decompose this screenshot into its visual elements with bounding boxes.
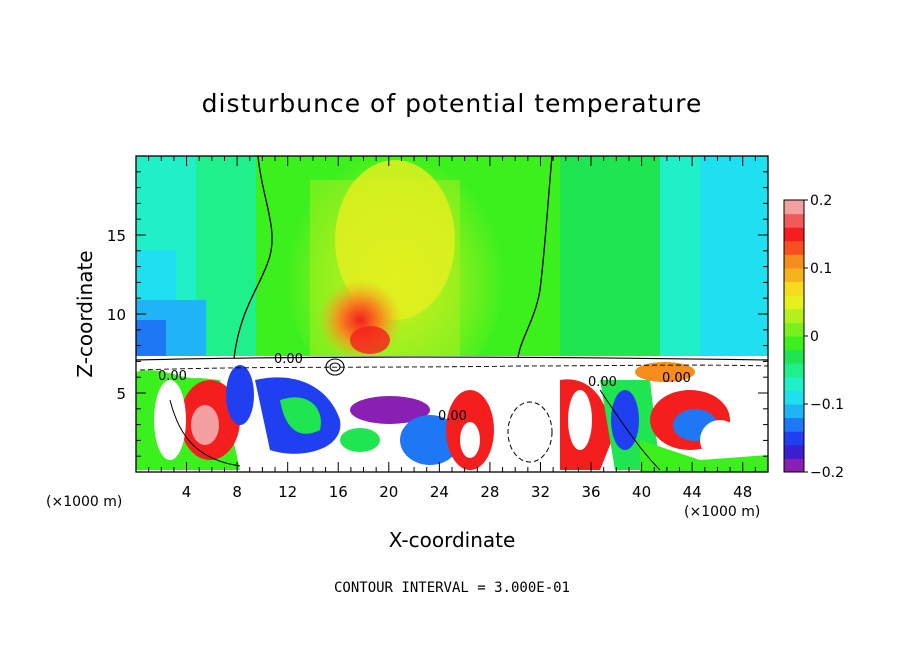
colorbar-swatch <box>784 363 804 378</box>
colorbar-swatch <box>784 268 804 283</box>
x-tick-label: 48 <box>733 483 752 501</box>
colorbar-swatch <box>784 213 804 228</box>
x-tick-label: 8 <box>232 483 242 501</box>
colorbar-swatch <box>784 200 804 215</box>
y-tick-label: 5 <box>116 385 126 403</box>
x-tick-label: 24 <box>430 483 449 501</box>
colorbar-swatch <box>784 281 804 296</box>
colorbar-swatch <box>784 322 804 337</box>
colorbar-swatch <box>784 376 804 391</box>
x-tick-label: 16 <box>329 483 348 501</box>
y-tick-label: 15 <box>107 227 126 245</box>
x-tick-label: 32 <box>531 483 550 501</box>
colorbar-swatch <box>784 308 804 323</box>
colorbar-swatch <box>784 458 804 473</box>
colorbar-tick-label: 0.2 <box>810 193 832 209</box>
contour-label: 0.00 <box>438 409 467 424</box>
x-unit-label-left: (×1000 m) <box>46 494 122 510</box>
colorbar-swatch <box>784 254 804 269</box>
x-axis: 4 8 12 16 20 24 28 32 36 40 44 48 <box>148 156 756 501</box>
colorbar-tick-label: 0.1 <box>810 261 832 277</box>
contour-label: 0.00 <box>662 371 691 386</box>
contour-interval-note: CONTOUR INTERVAL = 3.000E-01 <box>334 580 570 596</box>
x-tick-label: 36 <box>581 483 600 501</box>
colorbar-swatch <box>784 390 804 405</box>
x-tick-label: 44 <box>683 483 702 501</box>
contour-label: 0.00 <box>274 352 303 367</box>
colorbar-swatch <box>784 336 804 351</box>
x-tick-label: 40 <box>632 483 651 501</box>
y-axis-label: Z-coordinate <box>73 250 97 377</box>
heatmap-field <box>136 156 768 472</box>
contour-label: 0.00 <box>158 369 187 384</box>
colorbar-swatch <box>784 240 804 255</box>
colorbar-swatch <box>784 227 804 242</box>
contour-label: 0.00 <box>588 375 617 390</box>
chart-title: disturbunce of potential temperature <box>202 89 703 118</box>
x-tick-label: 28 <box>480 483 499 501</box>
colorbar-swatch <box>784 295 804 310</box>
colorbar-swatch <box>784 349 804 364</box>
colorbar-swatch <box>784 431 804 446</box>
y-tick-label: 10 <box>107 306 126 324</box>
colorbar <box>784 200 804 473</box>
x-unit-label-right: (×1000 m) <box>684 504 760 520</box>
y-axis: 5 10 15 <box>107 171 768 457</box>
x-axis-label: X-coordinate <box>389 528 516 552</box>
x-tick-label: 20 <box>379 483 398 501</box>
colorbar-tick-label: 0 <box>810 329 819 345</box>
colorbar-tick-label: −0.1 <box>810 397 844 413</box>
colorbar-tick-label: −0.2 <box>810 465 844 481</box>
x-tick-label: 12 <box>278 483 297 501</box>
colorbar-swatch <box>784 444 804 459</box>
colorbar-swatch <box>784 404 804 419</box>
colorbar-swatch <box>784 417 804 432</box>
colorbar-ticks: 0.2 0.1 0 −0.1 −0.2 <box>804 193 844 481</box>
x-tick-label: 4 <box>182 483 192 501</box>
